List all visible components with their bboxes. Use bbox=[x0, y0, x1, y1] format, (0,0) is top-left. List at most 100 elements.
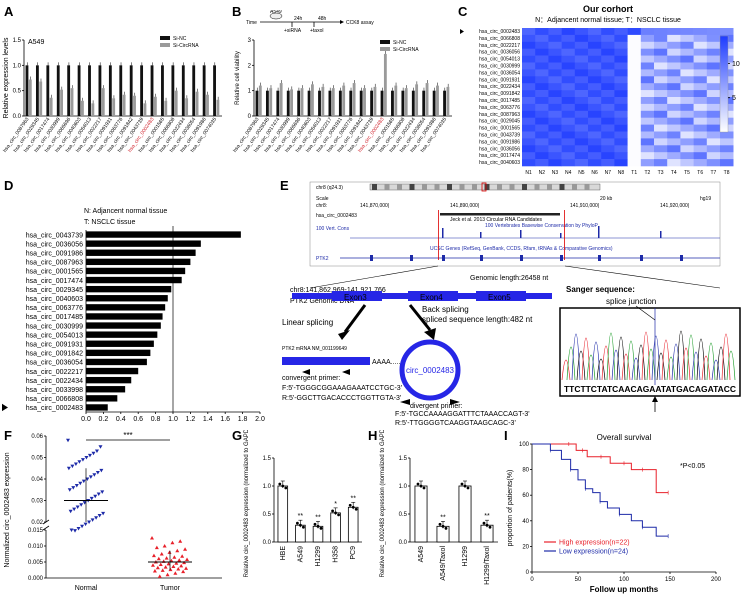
bar bbox=[404, 88, 408, 116]
heatmap-cell bbox=[561, 90, 576, 98]
heatmap-cell bbox=[627, 28, 642, 36]
tumor-point bbox=[180, 554, 185, 558]
heatmap-cell bbox=[574, 131, 589, 139]
bar bbox=[108, 65, 112, 116]
panel-label-b: B bbox=[232, 4, 242, 19]
column-label: T6 bbox=[697, 170, 703, 176]
bar bbox=[129, 65, 133, 116]
heatmap-cell bbox=[640, 48, 655, 56]
row-label: hsa_circ_0091986 bbox=[479, 139, 520, 145]
heatmap-cell bbox=[535, 48, 549, 56]
tumor-point bbox=[174, 561, 179, 565]
heatmap-cell bbox=[535, 34, 549, 43]
heatmap-cell bbox=[574, 145, 589, 153]
heatmap-cell bbox=[640, 110, 655, 118]
bar bbox=[432, 90, 436, 116]
back-splicing-arrow bbox=[408, 304, 432, 331]
bar bbox=[359, 90, 363, 116]
normal-point bbox=[93, 494, 98, 499]
exon3-box bbox=[332, 291, 382, 301]
conservation-peak bbox=[480, 232, 482, 238]
bar bbox=[383, 53, 387, 116]
heatmap-cell bbox=[627, 41, 642, 49]
zoom-connector bbox=[564, 265, 721, 289]
replicate-point bbox=[313, 522, 317, 526]
normal-point bbox=[69, 528, 74, 532]
panel-label-i: I bbox=[504, 428, 508, 443]
y-tick-label: 0.04 bbox=[31, 477, 43, 483]
bar bbox=[342, 85, 346, 116]
heatmap-cell bbox=[535, 103, 549, 112]
heatmap-cell bbox=[588, 103, 602, 112]
heatmap-cell bbox=[680, 90, 694, 98]
bar bbox=[401, 90, 405, 116]
heatmap-cell bbox=[614, 131, 628, 139]
heatmap-cell bbox=[680, 48, 694, 56]
tumor-point bbox=[150, 536, 154, 540]
bar bbox=[86, 313, 163, 320]
panel-g-chart: 0.0 0.5 1.0 1.5 Relative circ_0002483 expres… bbox=[244, 430, 362, 577]
heatmap-cell bbox=[561, 159, 576, 167]
heatmap-cell bbox=[561, 124, 576, 132]
heatmap-cell bbox=[588, 159, 602, 167]
bar bbox=[422, 90, 426, 116]
heatmap-cell bbox=[588, 90, 602, 98]
heatmap-cell bbox=[561, 117, 576, 125]
heatmap-cell bbox=[601, 131, 615, 139]
heatmap-cell bbox=[574, 41, 589, 49]
heatmap-cell bbox=[654, 55, 668, 63]
replicate-point bbox=[444, 526, 448, 530]
cell-line-label: A549 bbox=[28, 39, 44, 46]
ideogram-band bbox=[372, 184, 377, 190]
bar bbox=[213, 65, 216, 116]
survival-curve bbox=[532, 443, 669, 537]
chromatogram-peak bbox=[711, 359, 721, 381]
heatmap-cell bbox=[627, 124, 642, 132]
heatmap-cell bbox=[601, 55, 615, 63]
heatmap-cell bbox=[561, 28, 576, 36]
heatmap-cell bbox=[548, 28, 562, 36]
ideogram-position-marker bbox=[481, 182, 487, 192]
convergent-primer-r: R:5'-GGCTTGACACCCTGGTTGTA-3' bbox=[282, 395, 401, 402]
heatmap-cell bbox=[548, 41, 562, 49]
replicate-point bbox=[348, 503, 352, 507]
heatmap-cell bbox=[706, 34, 721, 43]
replicate-point bbox=[419, 484, 423, 488]
bar bbox=[86, 331, 158, 338]
tumor-point bbox=[171, 564, 176, 568]
category-label: hsa_circ_0036054 bbox=[26, 360, 83, 367]
tumor-point bbox=[162, 544, 167, 548]
heatmap-cell bbox=[667, 28, 681, 36]
bar bbox=[86, 340, 154, 347]
row-label: hsa_circ_0022217 bbox=[479, 43, 520, 49]
browser-chr8-label: chr8: bbox=[316, 203, 327, 209]
bar bbox=[265, 90, 269, 116]
conservation-peak bbox=[660, 231, 662, 238]
bar bbox=[86, 285, 172, 293]
heatmap-cell bbox=[601, 97, 615, 105]
junction-pointer bbox=[635, 305, 656, 321]
heatmap-cell bbox=[627, 55, 642, 63]
category-label: hsa_circ_0091842 bbox=[26, 351, 83, 358]
bar bbox=[86, 304, 166, 311]
heatmap-cell bbox=[720, 152, 734, 160]
heatmap-cell bbox=[693, 69, 708, 77]
heatmap-cell bbox=[680, 41, 694, 49]
heatmap-cell bbox=[640, 83, 655, 91]
heatmap-cell bbox=[654, 69, 668, 77]
chromatogram-peak bbox=[706, 342, 716, 381]
category-label: hsa_circ_0022434 bbox=[26, 378, 83, 385]
heatmap-cell bbox=[588, 138, 602, 146]
category-label: A549/Taxol bbox=[440, 546, 447, 581]
heatmap-cell bbox=[614, 34, 628, 43]
normal-point bbox=[80, 458, 85, 462]
legend-swatch bbox=[160, 36, 170, 40]
heatmap-cell bbox=[640, 103, 655, 112]
y-tick-label: 20 bbox=[522, 544, 529, 550]
x-tick-label: 0.0 bbox=[81, 416, 91, 423]
heatmap-cell bbox=[601, 62, 615, 70]
browser-scale-label: Scale bbox=[316, 196, 329, 202]
replicate-point bbox=[331, 509, 334, 513]
replicate-point bbox=[441, 524, 445, 528]
normal-point bbox=[100, 490, 105, 494]
